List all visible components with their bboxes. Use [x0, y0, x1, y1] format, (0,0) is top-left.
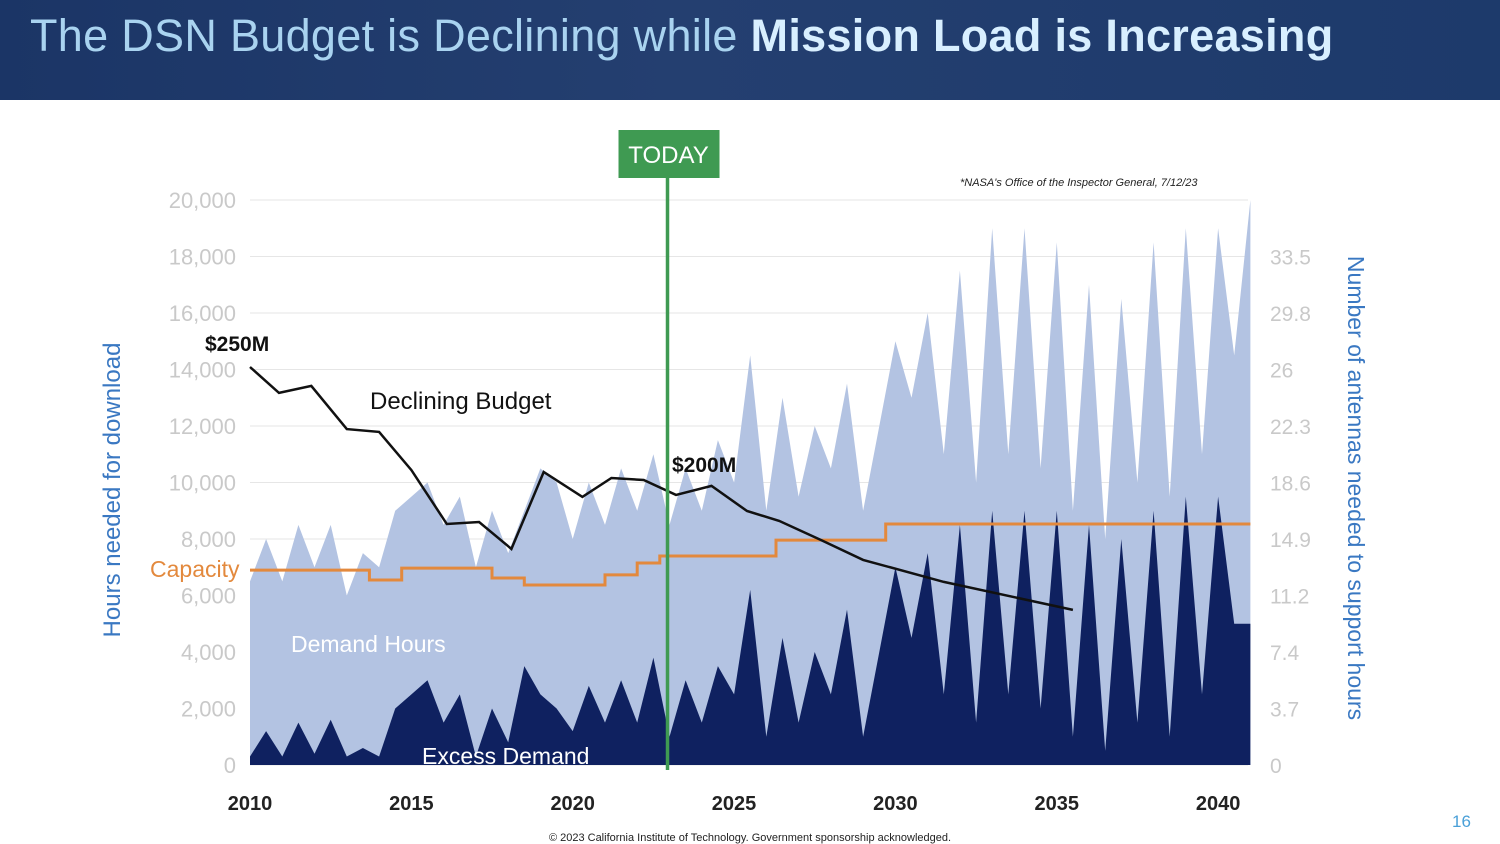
y2-tick-label: 14.9 — [1270, 529, 1311, 552]
y2-tick-label: 7.4 — [1270, 642, 1300, 665]
title-regular: The DSN Budget is Declining while — [30, 10, 751, 61]
x-tick-label: 2015 — [389, 793, 434, 815]
today-box — [618, 130, 720, 178]
copyright: © 2023 California Institute of Technolog… — [548, 832, 952, 844]
y-tick-label: 12,000 — [169, 414, 236, 439]
y-tick-label: 14,000 — [169, 358, 236, 383]
excess-series-label: Excess Demand — [422, 743, 589, 769]
budget-series-label: Declining Budget — [370, 388, 552, 415]
y-tick-label: 10,000 — [169, 471, 236, 496]
budget-today-label: $200M — [672, 454, 736, 477]
y-tick-label: 16,000 — [169, 301, 236, 326]
y-tick-label: 6,000 — [181, 584, 236, 609]
x-tick-label: 2035 — [1035, 793, 1080, 815]
y2-axis-label: Number of antennas needed to support hou… — [1343, 256, 1369, 720]
budget-line — [249, 366, 1074, 612]
slide-title: The DSN Budget is Declining while Missio… — [30, 10, 1333, 62]
y-tick-label: 2,000 — [181, 697, 236, 722]
demand-series-label: Demand Hours — [291, 631, 446, 657]
y-tick-label: 20,000 — [169, 188, 236, 213]
y2-tick-label: 0 — [1270, 755, 1282, 778]
excess-demand-area — [250, 496, 1251, 765]
x-tick-label: 2010 — [228, 793, 273, 815]
y2-tick-label: 26 — [1270, 360, 1293, 383]
capacity-line — [250, 522, 1251, 587]
slide-header: The DSN Budget is Declining while Missio… — [0, 0, 1500, 100]
y-tick-label: 8,000 — [181, 527, 236, 552]
y-tick-label: 18,000 — [169, 245, 236, 270]
today-label: TODAY — [628, 142, 708, 169]
y-tick-label: 0 — [224, 753, 236, 778]
y2-tick-label: 3.7 — [1270, 699, 1299, 722]
title-bold: Mission Load is Increasing — [750, 10, 1334, 61]
capacity-series-label: Capacity — [150, 556, 240, 582]
footnote: *NASA's Office of the Inspector General,… — [960, 177, 1198, 189]
budget-start-label: $250M — [205, 333, 269, 356]
y-axis-label: Hours needed for download — [99, 343, 126, 638]
y2-tick-label: 29.8 — [1270, 303, 1311, 326]
page-number: 16 — [1452, 812, 1471, 831]
y2-tick-label: 22.3 — [1270, 416, 1311, 439]
x-tick-label: 2020 — [550, 793, 595, 815]
y2-tick-label: 11.2 — [1270, 586, 1309, 609]
y-tick-label: 4,000 — [181, 640, 236, 665]
x-tick-label: 2030 — [873, 793, 918, 815]
x-tick-label: 2025 — [712, 793, 757, 815]
y2-tick-label: 33.5 — [1270, 247, 1311, 270]
x-tick-label: 2040 — [1196, 793, 1241, 815]
y2-tick-label: 18.6 — [1270, 473, 1311, 496]
